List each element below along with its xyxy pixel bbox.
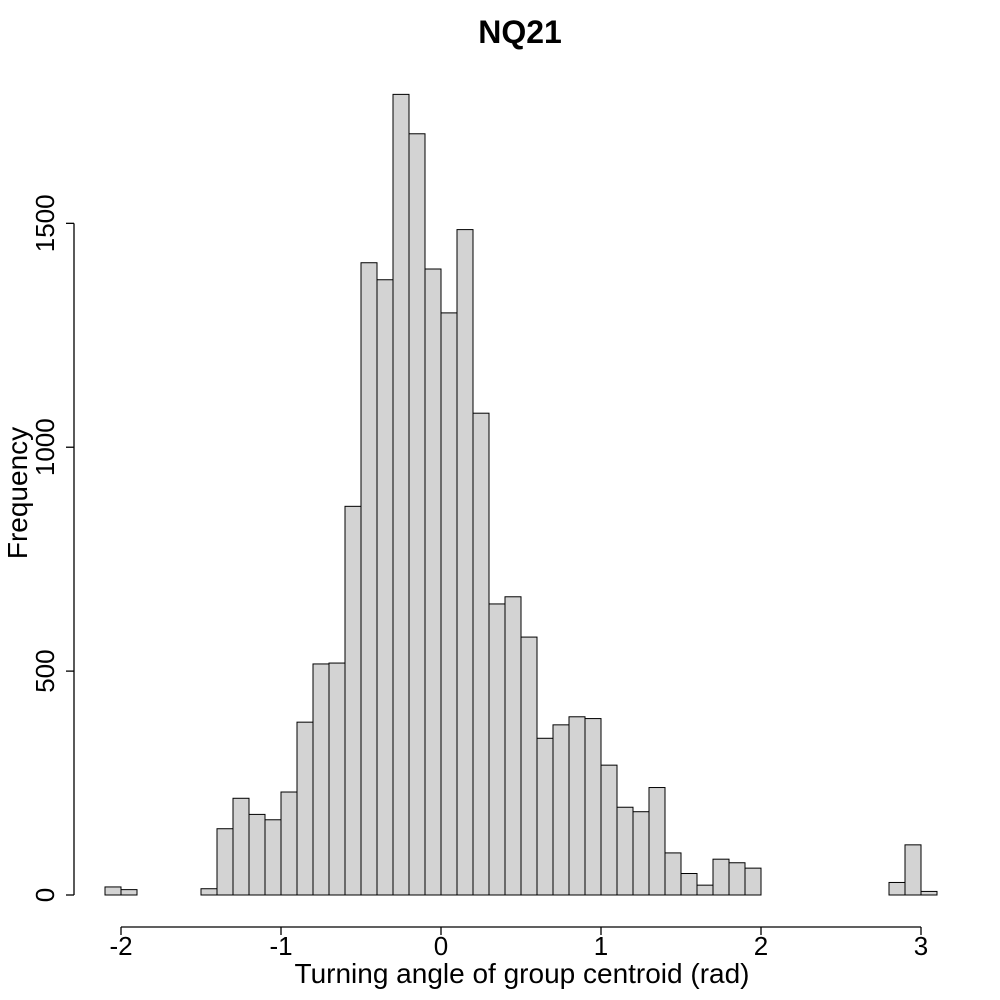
x-axis: -2 -1 0 1 2 3 [109, 926, 928, 961]
histogram-bar [648, 787, 666, 896]
y-tick-label: 500 [30, 649, 60, 692]
histogram-bar [104, 886, 122, 896]
y-tick-label: 0 [30, 888, 60, 902]
histogram-bar [456, 229, 474, 896]
histogram-bar [376, 279, 394, 896]
histogram-bar [216, 828, 234, 896]
histogram-bar [424, 268, 442, 896]
histogram-bar [408, 133, 426, 896]
histogram-bar [312, 663, 330, 896]
histogram-bar [264, 819, 282, 896]
histogram-bar [632, 811, 650, 896]
y-tick-label: 1000 [30, 418, 60, 476]
x-tick-label: 2 [754, 931, 768, 961]
chart-title: NQ21 [478, 14, 562, 50]
histogram-bar [504, 596, 522, 896]
histogram-bar [568, 716, 586, 896]
y-axis: 0 500 1000 1500 [30, 194, 75, 902]
x-tick-label: 3 [914, 931, 928, 961]
histogram-bar [296, 721, 314, 896]
histogram-bar [696, 884, 714, 896]
histogram-bars [104, 93, 938, 896]
histogram-bar [664, 852, 682, 896]
histogram-bar [328, 662, 346, 896]
x-tick-label: -2 [109, 931, 132, 961]
histogram-bar [616, 806, 634, 896]
histogram-bar [744, 867, 762, 896]
x-tick-label: -1 [269, 931, 292, 961]
histogram-bar [488, 603, 506, 896]
histogram-bar [200, 888, 218, 896]
x-tick-label: 0 [434, 931, 448, 961]
histogram-bar [584, 718, 602, 896]
histogram-bar [120, 889, 138, 896]
histogram-bar [904, 844, 922, 896]
histogram-bar [232, 797, 250, 896]
histogram-bar [728, 862, 746, 896]
y-axis-label: Frequency [2, 427, 33, 559]
x-tick-label: 1 [594, 931, 608, 961]
histogram-bar [472, 412, 490, 896]
histogram-bar [888, 881, 906, 896]
histogram-bar [712, 858, 730, 896]
histogram-bar [392, 93, 410, 896]
histogram-bar [248, 813, 266, 896]
histogram-bar [680, 873, 698, 896]
histogram-bar [536, 737, 554, 896]
histogram-bar [520, 636, 538, 896]
histogram-bar [280, 791, 298, 896]
x-axis-label: Turning angle of group centroid (rad) [295, 958, 750, 989]
y-tick-label: 1500 [30, 194, 60, 252]
histogram-bar [344, 505, 362, 896]
histogram-bar [552, 724, 570, 896]
histogram-bar [600, 764, 618, 896]
histogram-bar [920, 890, 938, 896]
histogram-bar [440, 312, 458, 896]
histogram-bar [360, 262, 378, 896]
